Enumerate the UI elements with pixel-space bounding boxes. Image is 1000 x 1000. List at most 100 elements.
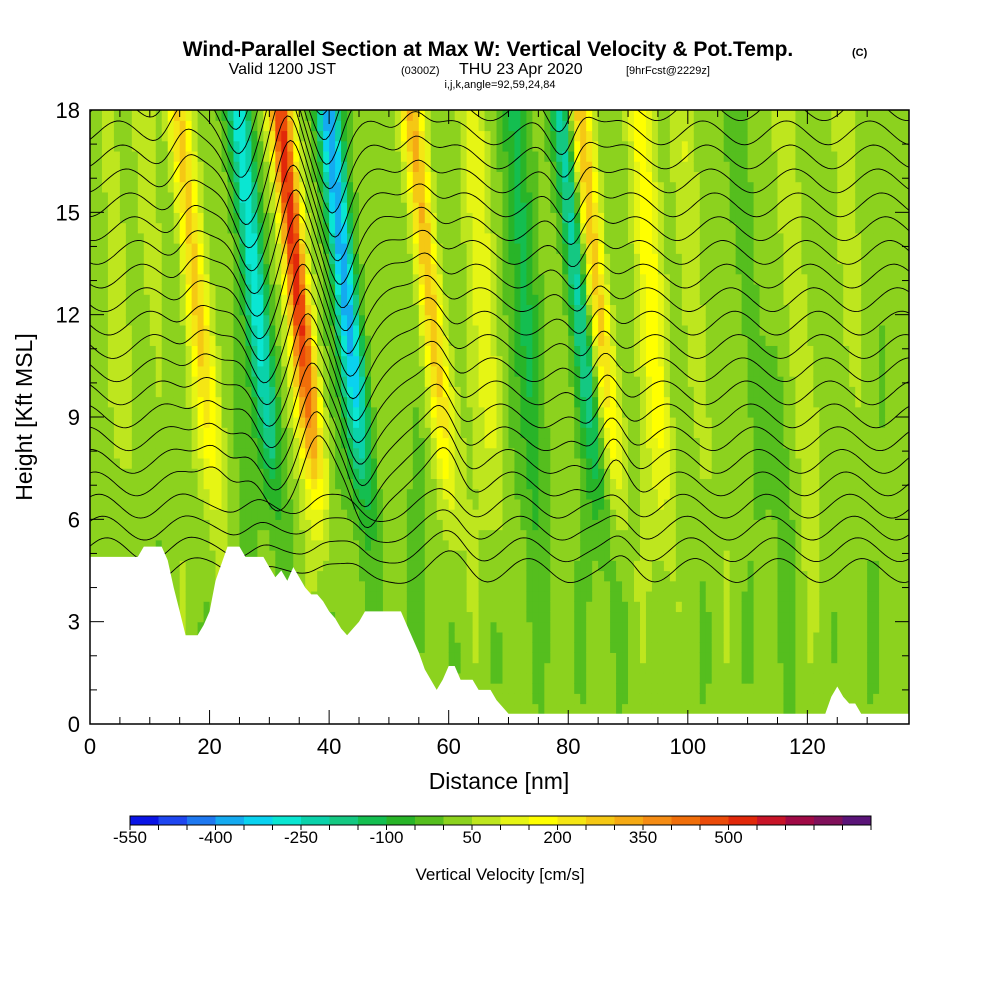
velocity-cell [376,191,384,203]
velocity-cell [95,529,103,541]
velocity-cell [353,427,360,439]
velocity-cell [269,396,276,408]
velocity-cell [257,335,264,346]
velocity-cell [119,243,127,254]
velocity-cell [418,642,426,653]
velocity-cell [412,417,420,428]
velocity-cell [275,130,282,142]
velocity-cell [275,447,282,459]
velocity-cell [113,335,121,346]
velocity-cell [442,283,450,295]
velocity-cell [388,355,396,367]
velocity-cell [101,222,109,234]
velocity-cell [161,447,169,459]
velocity-cell [466,222,474,234]
velocity-cell [95,273,103,285]
velocity-cell [484,365,492,377]
velocity-cell [233,130,241,142]
velocity-cell [359,171,366,183]
velocity-cell [90,120,97,132]
velocity-cell [329,509,336,520]
velocity-cell [508,232,516,244]
velocity-cell [329,130,336,142]
velocity-cell [305,314,312,326]
velocity-cell [245,468,253,479]
velocity-cell [490,590,498,602]
velocity-cell [520,642,528,653]
velocity-cell [556,365,563,377]
velocity-cell [149,417,157,428]
velocity-cell [167,550,175,561]
velocity-cell [430,611,438,623]
velocity-cell [197,406,205,418]
velocity-cell [418,355,426,367]
velocity-cell [436,611,444,623]
velocity-cell [329,550,336,561]
velocity-cell [394,294,402,306]
velocity-cell [490,283,498,295]
velocity-cell [514,437,522,449]
velocity-cell [269,468,276,479]
velocity-cell [364,324,372,336]
velocity-cell [364,263,372,275]
velocity-cell [550,437,557,449]
velocity-cell [173,550,181,561]
velocity-cell [460,601,468,613]
velocity-cell [281,161,288,172]
velocity-cell [101,191,109,203]
velocity-cell [257,529,264,541]
velocity-cell [502,560,510,572]
velocity-cell [167,529,175,541]
velocity-cell [502,222,510,234]
velocity-cell [311,355,318,367]
velocity-cell [370,580,378,592]
velocity-cell [460,283,468,295]
velocity-cell [149,386,157,398]
velocity-cell [574,324,581,336]
velocity-cell [305,140,312,152]
velocity-cell [556,560,563,572]
velocity-cell [550,273,557,285]
velocity-cell [490,519,498,531]
velocity-cell [317,437,324,449]
velocity-cell [257,273,264,285]
velocity-cell [454,396,462,408]
velocity-cell [460,273,468,285]
velocity-cell [490,478,498,490]
velocity-cell [532,570,539,582]
velocity-cell [275,529,282,541]
velocity-cell [251,488,258,500]
velocity-cell [293,314,300,326]
velocity-cell [538,590,545,602]
velocity-cell [257,437,264,449]
velocity-cell [119,171,127,183]
velocity-cell [466,130,474,142]
velocity-cell [556,396,563,408]
velocity-cell [544,273,551,285]
velocity-cell [532,683,539,694]
velocity-cell [496,171,504,183]
velocity-cell [341,304,348,316]
velocity-cell [341,212,348,224]
velocity-cell [412,560,420,572]
velocity-cell [448,324,456,336]
velocity-cell [293,355,300,367]
velocity-cell [257,488,264,500]
velocity-cell [526,294,533,306]
velocity-cell [514,417,522,428]
velocity-cell [364,447,372,459]
velocity-cell [466,161,474,172]
velocity-cell [562,222,569,234]
velocity-cell [532,672,539,684]
velocity-cell [454,621,462,633]
velocity-cell [185,447,193,459]
velocity-cell [568,283,575,295]
velocity-cell [185,181,193,193]
velocity-cell [532,580,539,592]
velocity-cell [353,376,360,387]
velocity-cell [233,335,241,346]
velocity-cell [550,110,557,121]
velocity-cell [538,437,545,449]
velocity-cell [155,529,163,541]
velocity-cell [335,601,342,613]
